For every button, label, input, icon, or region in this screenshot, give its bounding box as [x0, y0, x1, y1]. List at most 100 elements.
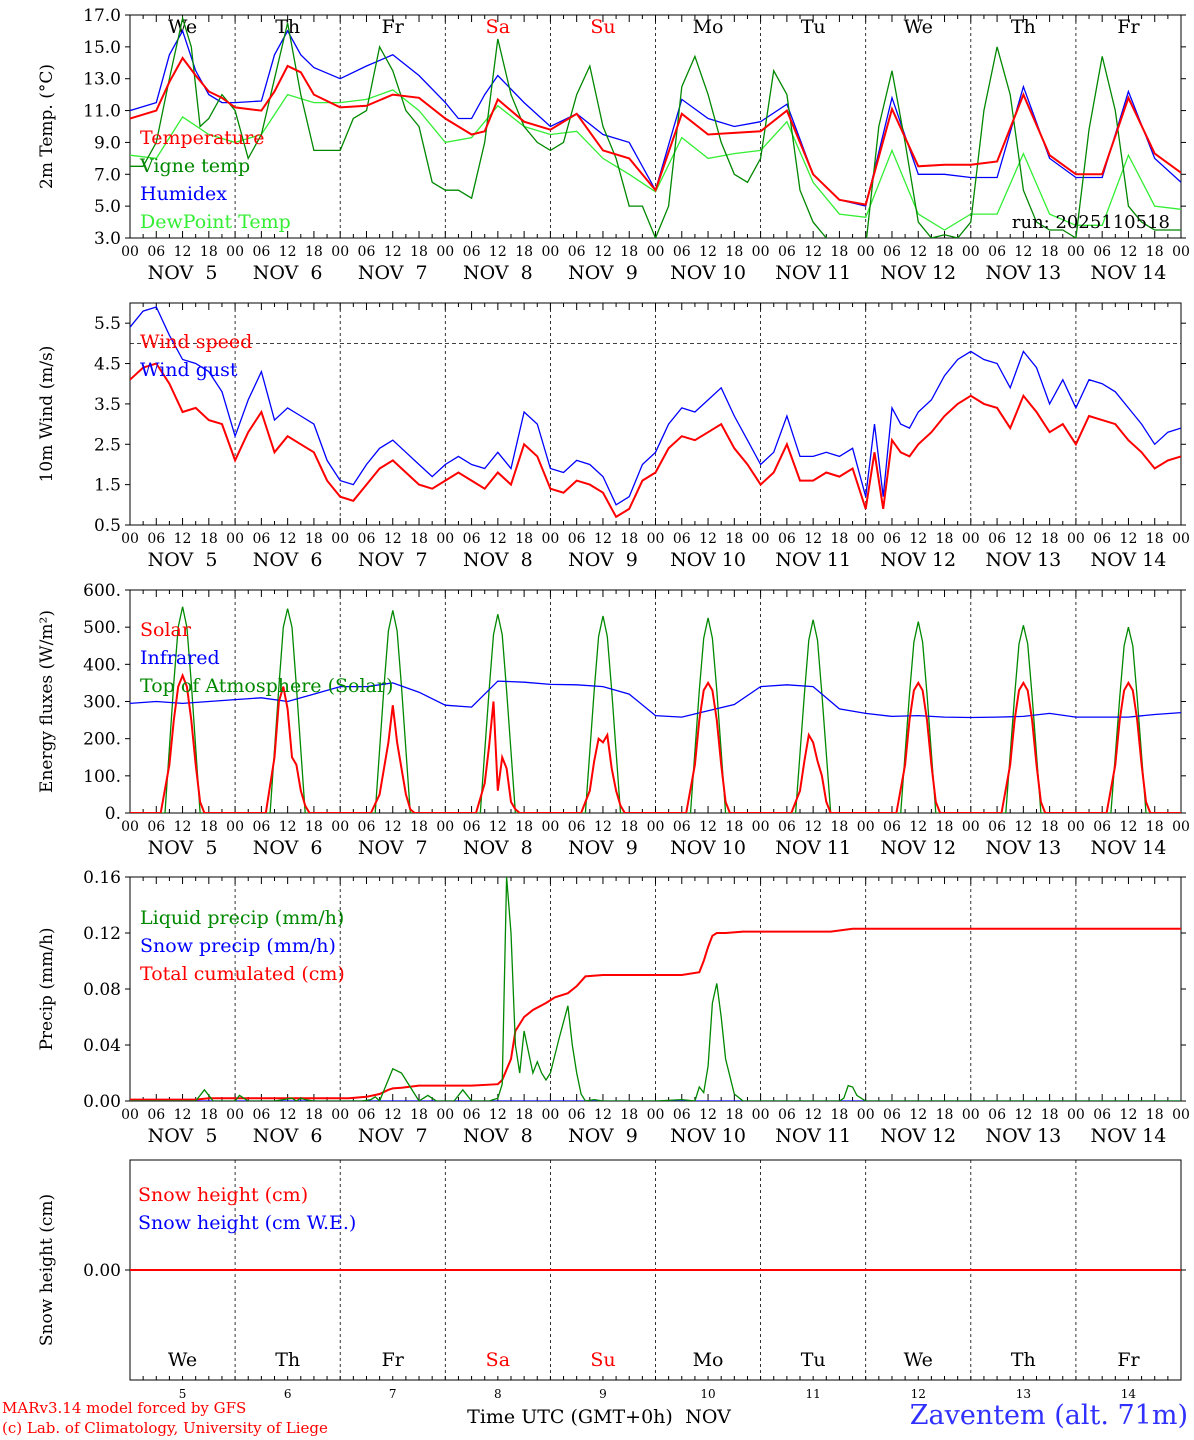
- y-tick-label: 0.04: [83, 1036, 121, 1056]
- x-hour-label: 06: [147, 819, 165, 835]
- weekday-label: We: [168, 1349, 197, 1371]
- y-tick-label: 5.5: [94, 314, 121, 334]
- x-date-label: NOV 7: [358, 262, 428, 284]
- x-date-label: NOV 8: [463, 262, 533, 284]
- x-date-label: NOV 8: [463, 549, 533, 571]
- legend-entry: Snow height (cm): [138, 1184, 308, 1206]
- x-hour-label: 06: [778, 244, 796, 260]
- x-hour-label: 06: [778, 1107, 796, 1123]
- x-hour-label: 12: [594, 244, 612, 260]
- weekday-label: Mo: [693, 1349, 724, 1371]
- x-hour-label: 00: [226, 819, 244, 835]
- y-tick-label: 3.5: [94, 395, 121, 415]
- x-hour-label: 18: [1146, 531, 1164, 547]
- run-annotation: run: 2025110518: [1012, 212, 1170, 233]
- x-hour-label: 12: [174, 244, 192, 260]
- x-hour-label: 18: [410, 1107, 428, 1123]
- x-hour-label: 18: [1041, 819, 1059, 835]
- panel-wind: 0.5 1.5 2.5 3.5 4.5 5.5 10m Wind (m/s) 00 06 12 18…: [37, 302, 1190, 571]
- x-date-label: NOV 10: [670, 549, 746, 571]
- x-hour-label: 18: [725, 819, 743, 835]
- x-hour-label: 12: [1014, 244, 1032, 260]
- y-tick-label: 9.0: [94, 133, 121, 153]
- x-hour-label: 00: [647, 244, 665, 260]
- x-hour-label: 18: [831, 819, 849, 835]
- panel-energy: 0. 100. 200. 300. 400. 500. 600. Energy fluxes …: [37, 581, 1190, 859]
- x-hour-label: 00: [857, 1107, 875, 1123]
- x-hour-label: 00: [121, 1107, 139, 1123]
- x-date-label: NOV 9: [568, 1125, 638, 1147]
- x-hour-label: 12: [594, 819, 612, 835]
- x-hour-label: 06: [463, 1107, 481, 1123]
- day-number-label: 12: [911, 1387, 926, 1401]
- x-hour-label: 18: [1146, 1107, 1164, 1123]
- day-number-label: 14: [1121, 1387, 1137, 1401]
- x-hour-label: 18: [620, 244, 638, 260]
- weekday-label: Th: [275, 16, 300, 38]
- y-tick-label: 0.00: [83, 1092, 121, 1112]
- legend-entry: Solar: [140, 619, 192, 641]
- x-hour-label: 00: [121, 819, 139, 835]
- x-hour-label: 00: [1067, 244, 1085, 260]
- x-hour-label: 12: [279, 244, 297, 260]
- station-name: Zaventem (alt. 71m): [909, 1400, 1188, 1431]
- x-hour-label: 06: [988, 819, 1006, 835]
- x-hour-label: 00: [1172, 819, 1190, 835]
- x-hour-label: 00: [121, 244, 139, 260]
- x-hour-label: 06: [358, 819, 376, 835]
- x-hour-label: 18: [936, 244, 954, 260]
- x-hour-label: 06: [147, 531, 165, 547]
- panel-precip: 0.00 0.04 0.08 0.12 0.16 Precip (mm/h) 00 06 12 1…: [37, 868, 1190, 1147]
- x-hour-label: 00: [436, 819, 454, 835]
- legend-entry: Snow precip (mm/h): [140, 935, 336, 957]
- x-hour-label: 00: [121, 531, 139, 547]
- x-hour-label: 06: [1093, 244, 1111, 260]
- x-hour-label: 00: [226, 531, 244, 547]
- y-axis-label: 2m Temp. (°C): [37, 64, 57, 189]
- x-hour-label: 00: [226, 1107, 244, 1123]
- x-hour-label: 18: [305, 1107, 323, 1123]
- x-hour-label: 00: [331, 819, 349, 835]
- weekday-label: Tu: [801, 1349, 826, 1371]
- x-hour-label: 12: [1014, 819, 1032, 835]
- weekday-label: Fr: [1117, 16, 1140, 38]
- y-tick-label: 0.: [105, 804, 121, 824]
- y-tick-label: 13.0: [83, 70, 121, 90]
- y-tick-label: 100.: [83, 767, 121, 787]
- x-hour-label: 12: [489, 1107, 507, 1123]
- x-date-label: NOV 7: [358, 837, 428, 859]
- x-date-label: NOV 12: [880, 262, 956, 284]
- weekday-label: We: [168, 16, 197, 38]
- y-tick-label: 500.: [83, 618, 121, 638]
- x-hour-label: 06: [673, 819, 691, 835]
- x-date-label: NOV 14: [1091, 262, 1167, 284]
- x-hour-label: 00: [1067, 819, 1085, 835]
- x-hour-label: 18: [515, 531, 533, 547]
- y-tick-label: 2.5: [94, 435, 121, 455]
- x-date-label: NOV 14: [1091, 837, 1167, 859]
- x-hour-label: 18: [1146, 244, 1164, 260]
- legend-entry: Top of Atmosphere (Solar): [140, 675, 393, 697]
- day-number-label: 13: [1016, 1387, 1031, 1401]
- x-hour-label: 12: [804, 819, 822, 835]
- legend-entry: Temperature: [140, 127, 264, 149]
- panel-temperature: 3.0 5.0 7.0 9.0 11.0 13.0 15.0 17.0 2m Temp. (°C…: [37, 6, 1190, 284]
- x-hour-label: 12: [909, 1107, 927, 1123]
- x-hour-label: 12: [1120, 1107, 1138, 1123]
- x-hour-label: 12: [384, 244, 402, 260]
- x-hour-label: 12: [489, 531, 507, 547]
- x-hour-label: 18: [410, 531, 428, 547]
- y-axis-label: Precip (mm/h): [37, 927, 57, 1050]
- x-hour-label: 06: [147, 244, 165, 260]
- x-date-label: NOV 8: [463, 837, 533, 859]
- x-hour-label: 00: [1172, 531, 1190, 547]
- y-tick-label: 200.: [83, 730, 121, 750]
- x-hour-label: 06: [883, 819, 901, 835]
- x-hour-label: 12: [594, 531, 612, 547]
- x-hour-label: 12: [174, 531, 192, 547]
- legend-entry: DewPoint Temp: [140, 211, 291, 233]
- x-date-label: NOV 6: [253, 837, 323, 859]
- x-axis-title: Time UTC (GMT+0h): [467, 1406, 673, 1428]
- x-hour-label: 00: [1067, 531, 1085, 547]
- weekday-label: Tu: [801, 16, 826, 38]
